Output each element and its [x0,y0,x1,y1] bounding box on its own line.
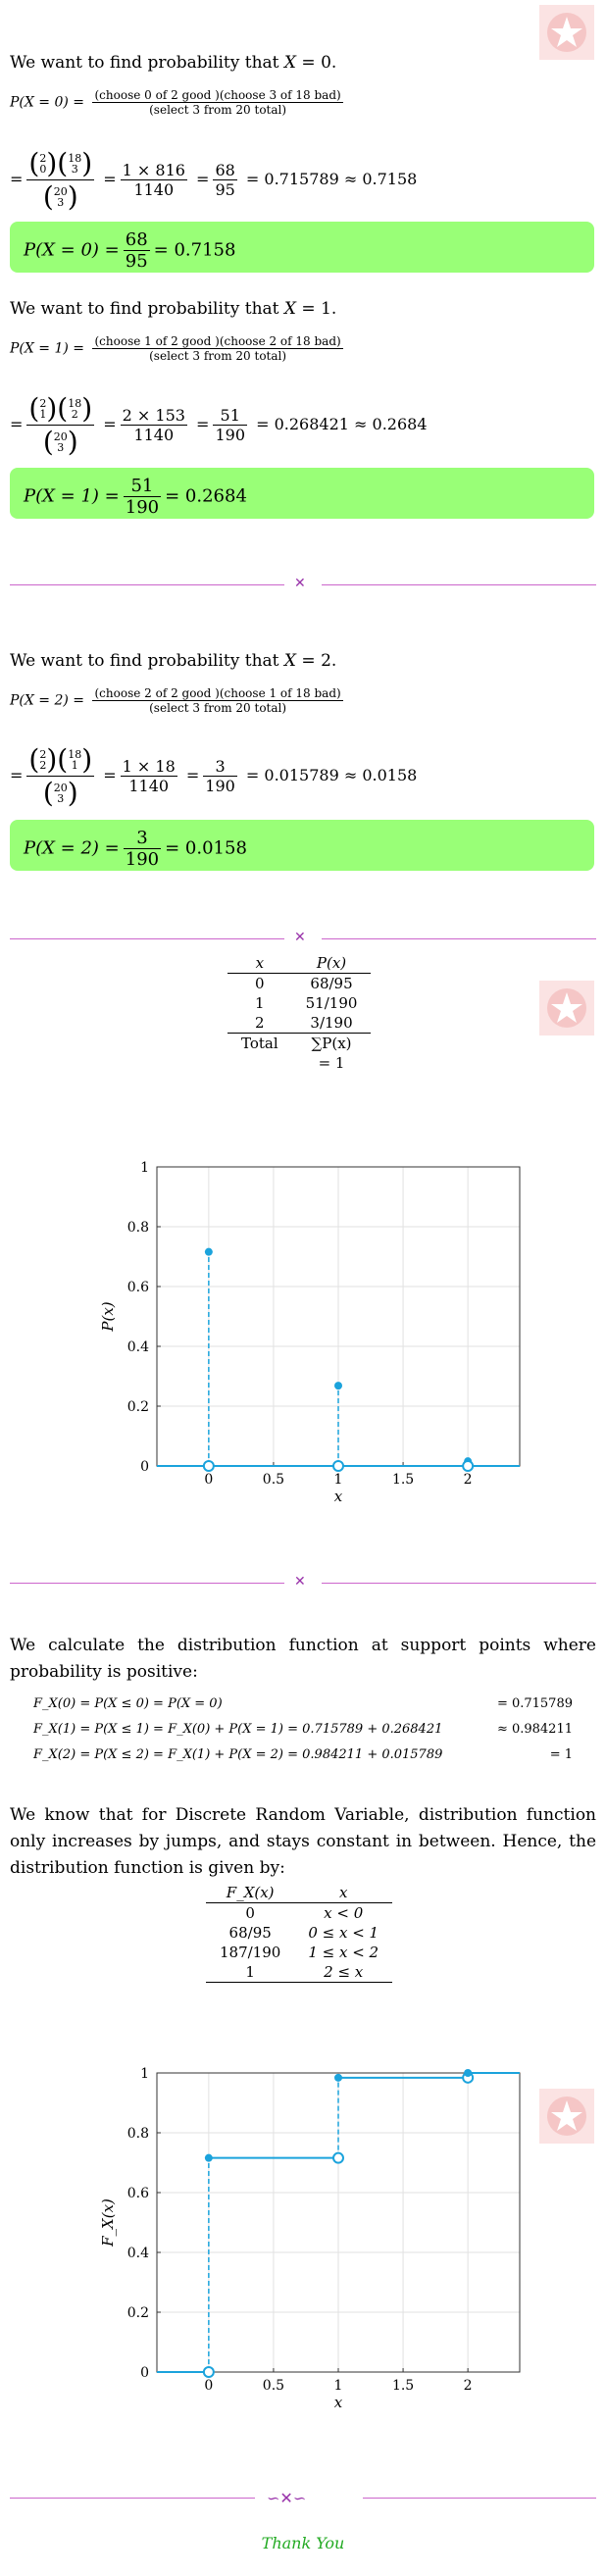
x-axis-label: x [334,2394,343,2411]
x-tick-label: 1 [334,1472,343,1488]
result-box: P(X = 2) = 3 190 = 0.0158 [10,820,594,871]
open-point [332,2151,344,2164]
x-tick-label: 2 [464,2378,473,2394]
x-tick-label: 0.5 [263,2378,284,2394]
y-tick-label: 0.6 [127,1280,149,1295]
x-tick-label: 2 [464,1472,473,1488]
open-point [332,1460,344,1472]
star-badge-icon [539,981,594,1035]
thank-you-text: Thank You [261,2534,345,2552]
table-row: 1 51/190 [255,994,358,1012]
x-tick-label: 1.5 [392,1472,414,1488]
computation-line: = (2 2)(18 1) (20 3) = 1 × 18 1140 = 3 190 = 0.01… [10,743,418,809]
definition-line: P(X = 2) = (choose 2 of 2 good )(choose … [10,686,343,715]
star-badge-icon [539,2089,594,2144]
y-axis-label: P(x) [99,1301,117,1332]
intro-text: We want to find probability that [10,299,279,319]
open-point [202,1460,215,1472]
intro-text: We want to find probability that [10,651,279,671]
y-axis-label: F_X(x) [99,2198,117,2248]
y-tick-label: 1 [140,2066,149,2082]
cdf-intro: We calculate the distribution function a… [10,1636,596,1682]
x-tick-label: 0.5 [263,1472,284,1488]
y-tick-label: 0.4 [127,2246,149,2261]
computation-line: = (2 0)(18 3) (20 3) = 1 × 816 1140 = 68 95 = 0.7… [10,147,418,213]
y-tick-label: 1 [140,1160,149,1176]
computation-line: = (2 1)(18 2) (20 3) = 2 × 153 1140 = 51 190 = 0.… [10,392,428,458]
closed-point [334,2073,342,2082]
y-tick-label: 0.6 [127,2186,149,2201]
open-point [202,2366,215,2378]
table-row: Total ∑P(x) [241,1035,352,1052]
section-divider: ✕ [10,930,596,945]
intro-text: We want to find probability that [10,53,279,73]
x-tick-label: 0 [204,2378,213,2394]
x-tick-label: 1.5 [392,2378,414,2394]
closed-point [204,2153,213,2162]
result-box: P(X = 0) = 68 95 = 0.7158 [10,222,594,273]
y-tick-label: 0.4 [127,1339,149,1355]
pmf-table: x P(x) 0 68/95 1 51/190 2 3/190 Total ∑P(x) … [227,953,372,1073]
x-tick-label: 1 [334,2378,343,2394]
cdf-explanation: We know that for Discrete Random Variabl… [10,1805,596,1878]
x-tick-label: 0 [204,1472,213,1488]
table-row: 68/95 0 ≤ x < 1 [228,1924,379,1942]
final-divider: ∽✕∽ [10,2489,596,2507]
section-divider: ✕ [10,576,596,591]
table-row: 187/190 1 ≤ x < 2 [220,1944,379,1961]
y-tick-label: 0.2 [127,2305,149,2321]
definition-line: P(X = 1) = (choose 1 of 2 good )(choose … [10,334,343,363]
y-tick-label: 0 [140,2365,149,2381]
stem-point [334,1382,342,1390]
definition-line: P(X = 0) = (choose 0 of 2 good )(choose … [10,88,343,117]
table-row: 2 3/190 [227,1013,372,1034]
section-divider: ✕ [10,1574,596,1590]
y-tick-label: 0 [140,1459,149,1475]
x-axis-label: x [334,1488,343,1505]
result-box: P(X = 1) = 51 190 = 0.2684 [10,468,594,519]
closed-point [464,2069,473,2077]
table-row: 0 68/95 [255,975,353,992]
open-point [462,1460,475,1472]
star-badge-icon [539,5,594,60]
stem-point [204,1247,213,1256]
y-tick-label: 0.2 [127,1399,149,1415]
y-tick-label: 0.8 [127,2126,149,2142]
y-tick-label: 0.8 [127,1220,149,1236]
